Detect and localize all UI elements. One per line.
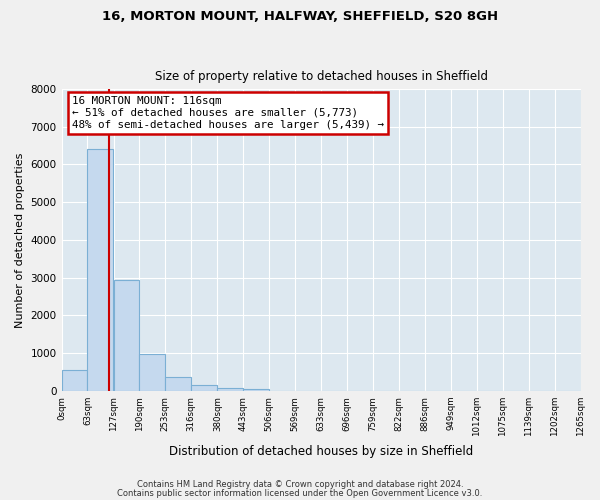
Bar <box>243 389 269 391</box>
Title: Size of property relative to detached houses in Sheffield: Size of property relative to detached ho… <box>155 70 488 84</box>
Bar <box>166 376 191 391</box>
Text: 16, MORTON MOUNT, HALFWAY, SHEFFIELD, S20 8GH: 16, MORTON MOUNT, HALFWAY, SHEFFIELD, S2… <box>102 10 498 23</box>
Bar <box>139 354 166 391</box>
Text: Contains public sector information licensed under the Open Government Licence v3: Contains public sector information licen… <box>118 489 482 498</box>
Text: Contains HM Land Registry data © Crown copyright and database right 2024.: Contains HM Land Registry data © Crown c… <box>137 480 463 489</box>
X-axis label: Distribution of detached houses by size in Sheffield: Distribution of detached houses by size … <box>169 444 473 458</box>
Bar <box>113 280 139 391</box>
Text: 16 MORTON MOUNT: 116sqm
← 51% of detached houses are smaller (5,773)
48% of semi: 16 MORTON MOUNT: 116sqm ← 51% of detache… <box>72 96 384 130</box>
Bar <box>88 150 113 391</box>
Bar <box>62 370 88 391</box>
Bar <box>191 385 217 391</box>
Y-axis label: Number of detached properties: Number of detached properties <box>15 152 25 328</box>
Bar <box>217 388 243 391</box>
